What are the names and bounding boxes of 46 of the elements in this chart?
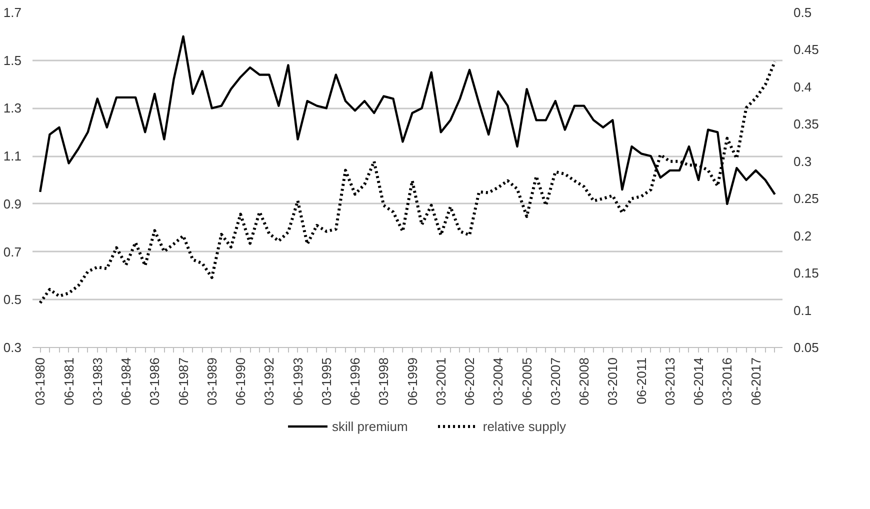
y-tick-label: 0.7	[3, 244, 22, 260]
x-tick-label: 03-1983	[90, 357, 105, 406]
x-tick-label: 03-1980	[32, 357, 48, 406]
y2-tick-label: 0.35	[794, 116, 819, 132]
x-tick-label: 03-2004	[490, 357, 506, 406]
y2-tick-label: 0.15	[794, 266, 819, 281]
x-tick-label: 06-1984	[118, 357, 134, 406]
x-tick-label: 03-1992	[262, 357, 277, 406]
legend-label: skill premium	[332, 418, 408, 434]
x-tick-label: 06-1993	[290, 357, 306, 406]
y-tick-label: 0.9	[3, 196, 22, 212]
x-tick-label: 03-1986	[147, 357, 162, 406]
x-tick-label: 06-1999	[404, 357, 420, 406]
x-tick-label: 03-1989	[204, 357, 220, 406]
x-tick-label: 06-2005	[519, 357, 534, 406]
x-tick-label: 06-1981	[61, 357, 76, 406]
x-tick-label: 03-2013	[662, 357, 678, 406]
y2-tick-label: 0.4	[794, 79, 812, 94]
legend-label: relative supply	[482, 418, 566, 434]
y-tick-label: 0.3	[3, 340, 22, 355]
x-tick-label: 03-2016	[720, 357, 735, 406]
x-tick-label: 03-2001	[433, 357, 448, 406]
x-tick-label: 06-2002	[462, 357, 478, 406]
x-tick-label: 03-1995	[318, 357, 334, 406]
y-tick-label: 1.3	[3, 100, 22, 116]
y2-tick-label: 0.3	[794, 154, 812, 169]
x-tick-label: 03-2010	[605, 357, 620, 406]
y2-tick-label: 0.5	[794, 5, 812, 20]
y2-tick-label: 0.45	[794, 42, 819, 58]
x-tick-label: 06-2014	[691, 357, 706, 406]
y2-tick-label: 0.1	[794, 302, 812, 318]
x-tick-label: 03-1998	[376, 357, 392, 406]
x-tick-label: 06-1987	[176, 357, 191, 406]
x-tick-label: 06-2008	[576, 357, 592, 406]
x-tick-label: 06-1990	[233, 357, 248, 406]
x-tick-label: 06-2011	[634, 357, 649, 404]
x-tick-label: 06-2017	[748, 357, 764, 406]
y2-tick-label: 0.25	[794, 191, 819, 206]
y-tick-label: 1.7	[3, 5, 22, 20]
y2-tick-label: 0.05	[794, 340, 819, 355]
y-tick-label: 0.5	[3, 292, 22, 308]
x-tick-label: 06-1996	[348, 357, 363, 406]
y2-tick-label: 0.2	[794, 228, 812, 244]
y-tick-label: 1.5	[3, 52, 22, 68]
x-tick-label: 03-2007	[548, 357, 563, 406]
y-tick-label: 1.1	[3, 148, 22, 164]
